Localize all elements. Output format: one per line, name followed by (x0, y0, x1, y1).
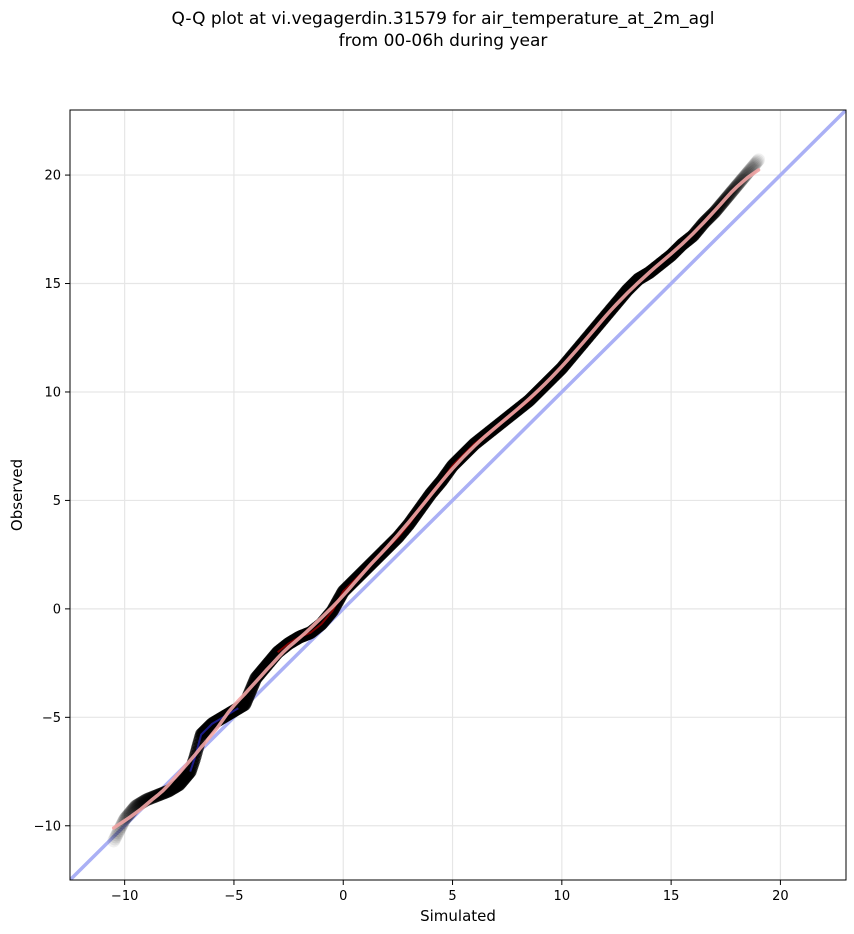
axis-ticks: −10 −5 0 5 10 15 20 −10 −5 0 5 10 15 20 (34, 169, 789, 904)
fit-line-group (111, 168, 761, 830)
y-axis-label: Observed (8, 459, 26, 531)
x-tick-label: 0 (339, 889, 347, 904)
quantile-point (109, 830, 123, 844)
chart-title-line-1: Q-Q plot at vi.vegagerdin.31579 for air_… (171, 9, 715, 29)
quantile-point (735, 172, 749, 186)
fit-line (111, 168, 761, 830)
chart-title: Q-Q plot at vi.vegagerdin.31579 for air_… (0, 8, 854, 52)
chart-title-line-2: from 00-06h during year (338, 31, 548, 51)
quantile-point (736, 171, 750, 185)
x-tick-label: 15 (663, 889, 680, 904)
quantile-point (156, 786, 170, 800)
x-tick-label: −5 (224, 889, 243, 904)
quantile-point (750, 155, 764, 169)
quantile-point (157, 786, 171, 800)
quantile-point (142, 792, 156, 806)
y-tick-label: 10 (44, 385, 61, 400)
x-tick-label: 5 (448, 889, 456, 904)
quantile-point (737, 170, 751, 184)
y-tick-label: −10 (34, 819, 61, 834)
quantile-point (749, 156, 763, 170)
y-tick-label: 20 (44, 169, 61, 184)
quantile-point (752, 153, 766, 167)
y-tick-label: 0 (53, 602, 61, 617)
plot-frame (69, 109, 847, 881)
x-tick-label: −10 (111, 889, 138, 904)
quantile-point (143, 791, 157, 805)
quantile-point (748, 158, 762, 172)
y-tick-label: −5 (42, 711, 61, 726)
grid (70, 110, 846, 880)
y-tick-label: 5 (53, 494, 61, 509)
y-tick-label: 15 (44, 277, 61, 292)
x-tick-label: 20 (772, 889, 789, 904)
quantile-point (158, 785, 172, 799)
quantile-point (110, 828, 124, 842)
quantile-point (751, 154, 765, 168)
quantile-point (111, 826, 125, 840)
quantile-point (107, 834, 121, 848)
quantile-point (108, 832, 122, 846)
low-quantile-trace (189, 707, 239, 772)
x-tick-label: 10 (554, 889, 571, 904)
x-axis-label: Simulated (420, 907, 496, 925)
